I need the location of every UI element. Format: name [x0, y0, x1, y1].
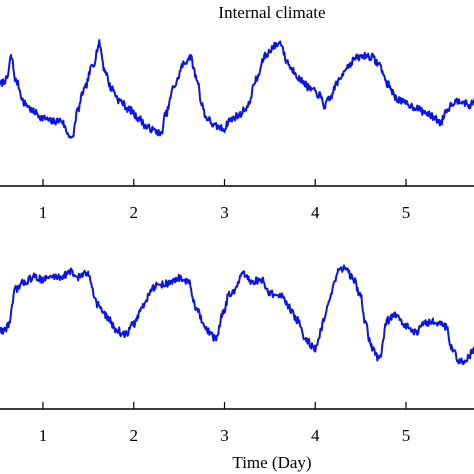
x-tick-label: 3	[220, 203, 229, 222]
x-tick-label: 4	[311, 426, 320, 445]
chart-title: Internal climate	[218, 3, 325, 22]
bottom-panel-x-ticks: 1 2 3 4 5	[39, 402, 411, 445]
x-tick-label: 5	[402, 203, 411, 222]
x-axis-label: Time (Day)	[232, 453, 311, 472]
x-tick-label: 3	[220, 426, 229, 445]
bottom-panel-series-line	[0, 264, 474, 366]
top-panel-series-line	[0, 39, 474, 139]
top-panel: 1 2 3 4 5	[0, 39, 474, 222]
x-tick-label: 2	[130, 203, 139, 222]
top-panel-x-ticks: 1 2 3 4 5	[39, 179, 411, 222]
x-tick-label: 1	[39, 426, 48, 445]
x-tick-label: 1	[39, 203, 48, 222]
x-tick-label: 4	[311, 203, 320, 222]
x-tick-label: 5	[402, 426, 411, 445]
x-tick-label: 2	[130, 426, 139, 445]
bottom-panel: 1 2 3 4 5	[0, 264, 474, 445]
